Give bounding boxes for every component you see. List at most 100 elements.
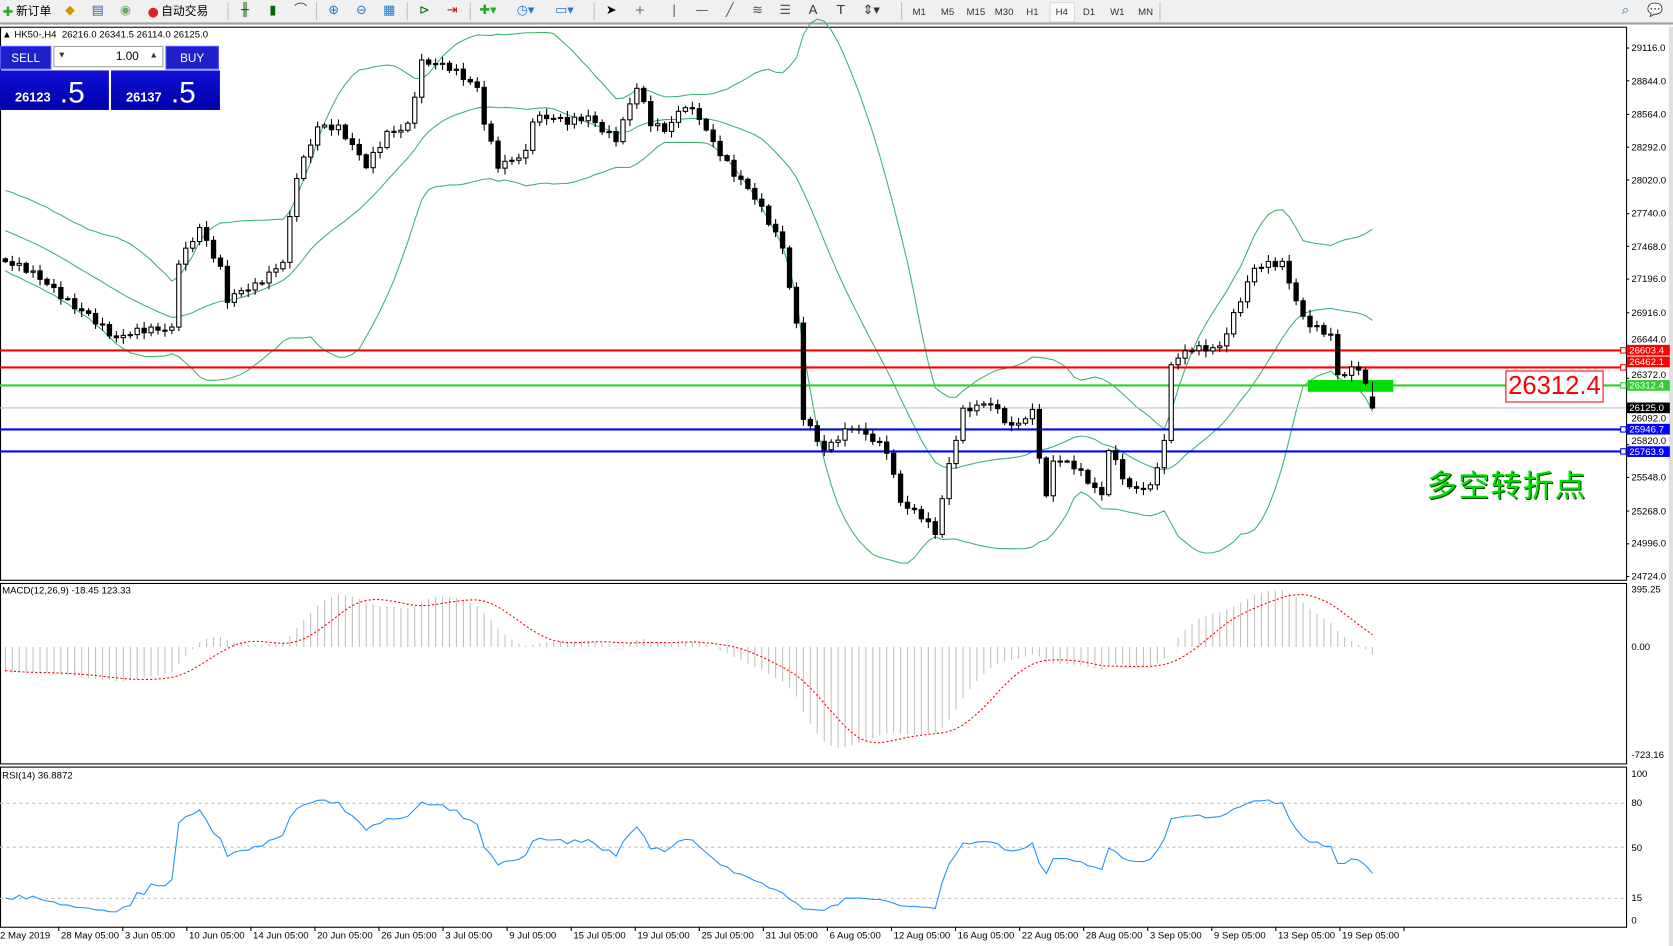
candle-bull (405, 122, 411, 131)
timeframe-d1[interactable]: D1 (1082, 6, 1096, 18)
sell-price[interactable]: 26123.5 (0, 70, 109, 110)
macd-label: MACD(12,26,9) -18.45 123.33 (2, 585, 131, 596)
templates-icon[interactable]: ▭▾ (555, 2, 574, 18)
date-label: 3 Jun 05:00 (124, 929, 176, 941)
candle-bull (259, 282, 265, 285)
candle-bull (419, 59, 425, 98)
vertical-scrollbar[interactable] (1668, 26, 1673, 946)
trendline-icon[interactable]: ╱ (725, 2, 734, 18)
periods-icon[interactable]: ◷▾ (516, 2, 535, 18)
buy-button[interactable]: BUY (165, 45, 219, 70)
candle-bull (196, 226, 203, 243)
date-label: 19 Sep 05:00 (1342, 929, 1400, 941)
lot-decrease-icon[interactable]: ▼ (57, 50, 67, 60)
bollinger-middle (5, 106, 1373, 471)
cursor-icon[interactable]: ➤ (605, 2, 617, 18)
timeframe-m5[interactable]: M5 (940, 6, 955, 18)
new-order-button[interactable]: ✚ 新订单 (0, 2, 52, 20)
candle-bear (1369, 396, 1376, 409)
lot-stepper[interactable]: ▼ 1.00 ▲ (53, 45, 164, 68)
fibo-fan-icon[interactable]: ☰ (779, 2, 791, 18)
rsi-label: RSI(14) 36.8872 (2, 769, 73, 781)
date-label: 14 Jun 05:00 (253, 929, 309, 941)
candle-bull (1022, 418, 1029, 424)
text-icon[interactable]: A (808, 2, 818, 18)
vertical-line-icon[interactable]: | (672, 2, 677, 18)
buy-price[interactable]: 26137.5 (111, 70, 220, 110)
timeframe-m15[interactable]: M15 (966, 6, 986, 18)
timeframe-m30[interactable]: M30 (994, 6, 1014, 18)
indicators-icon[interactable]: ✚▾ (479, 2, 497, 18)
candle-bull (1279, 260, 1285, 268)
arrows-icon[interactable]: ⇕▾ (862, 2, 880, 18)
chat-icon[interactable]: 💬 (1647, 2, 1664, 18)
candle-bear (1085, 469, 1091, 484)
candle-bear (710, 129, 716, 142)
auto-trading-icon: ● (147, 3, 159, 19)
one-click-trading-panel: SELL ▼ 1.00 ▲ BUY 26123.5 26137.5 (0, 45, 220, 110)
crosshair-icon[interactable]: + (634, 2, 646, 18)
navigator-icon[interactable]: ▤ (91, 2, 104, 18)
candle-bear (210, 239, 217, 259)
zoom-out-icon[interactable]: ⊖ (356, 2, 367, 18)
candle-bear (543, 114, 550, 120)
candle-bear (731, 159, 737, 177)
candle-bear (328, 124, 335, 131)
candle-bull (16, 262, 22, 266)
candle-bull (1258, 266, 1265, 269)
toolbar-divider (1159, 2, 1161, 21)
price-tick-label: 27740.0 (1631, 208, 1667, 219)
bollinger-lower (5, 141, 1373, 564)
candle-bear (925, 518, 931, 523)
candle-bear (807, 418, 814, 427)
candle-bear (641, 87, 647, 103)
market-watch-icon[interactable]: ◆ (64, 2, 75, 18)
fibonacci-icon[interactable]: ≋ (752, 2, 763, 18)
pivot-price-callout[interactable]: 26312.4 (1505, 370, 1604, 403)
candle-bear (58, 286, 64, 300)
candle-bear (1328, 333, 1334, 336)
timeframe-h4[interactable]: H4 (1048, 2, 1075, 23)
timeframe-w1[interactable]: W1 (1110, 6, 1125, 18)
horizontal-line-icon[interactable]: — (695, 2, 709, 18)
candle-bear (1099, 486, 1105, 496)
candle-bull (1161, 439, 1167, 469)
candle-bull (675, 110, 682, 123)
chart-shift-icon[interactable]: ⊳ (419, 2, 430, 18)
signals-icon[interactable]: ◉ (119, 2, 132, 18)
line-chart-icon[interactable]: ⌒ (294, 2, 307, 18)
sell-button[interactable]: SELL (0, 45, 52, 70)
timeframe-m1[interactable]: M1 (912, 6, 926, 18)
turning-point-annotation[interactable]: 多空转折点 (1426, 467, 1587, 504)
candle-bull (412, 96, 418, 124)
search-icon[interactable]: ⌕ (1621, 2, 1630, 18)
candle-bear (1071, 460, 1077, 470)
candlestick-icon[interactable]: ▮ (269, 2, 277, 18)
text-label-icon[interactable]: T (836, 2, 845, 18)
candle-bull (523, 149, 529, 159)
autoscroll-icon[interactable]: ⇥ (446, 2, 458, 18)
candle-bear (9, 261, 15, 266)
candle-bear (99, 323, 106, 326)
candle-bear (766, 205, 772, 225)
candle-bear (1307, 315, 1313, 328)
lot-input[interactable]: 1.00 (115, 50, 139, 63)
lot-increase-icon[interactable]: ▲ (149, 50, 159, 60)
candle-bull (314, 126, 321, 146)
zoom-in-icon[interactable]: ⊕ (328, 2, 340, 18)
candle-bull (939, 498, 945, 535)
timeframe-h1[interactable]: H1 (1026, 6, 1039, 18)
candle-bear (1064, 460, 1070, 463)
timeframe-mn[interactable]: MN (1138, 6, 1154, 18)
bar-chart-icon[interactable]: ╫ (241, 2, 249, 18)
tile-windows-icon[interactable]: ▦ (383, 2, 396, 18)
auto-trading-button[interactable]: ● 自动交易 (145, 2, 209, 20)
candle-bear (849, 428, 855, 431)
candle-bear (863, 428, 869, 435)
candle-bull (1237, 301, 1244, 314)
candle-bull (245, 289, 251, 292)
level-handle-icon (1620, 382, 1627, 389)
candle-bear (92, 312, 99, 325)
collapse-icon[interactable]: ▲ (2, 28, 15, 40)
